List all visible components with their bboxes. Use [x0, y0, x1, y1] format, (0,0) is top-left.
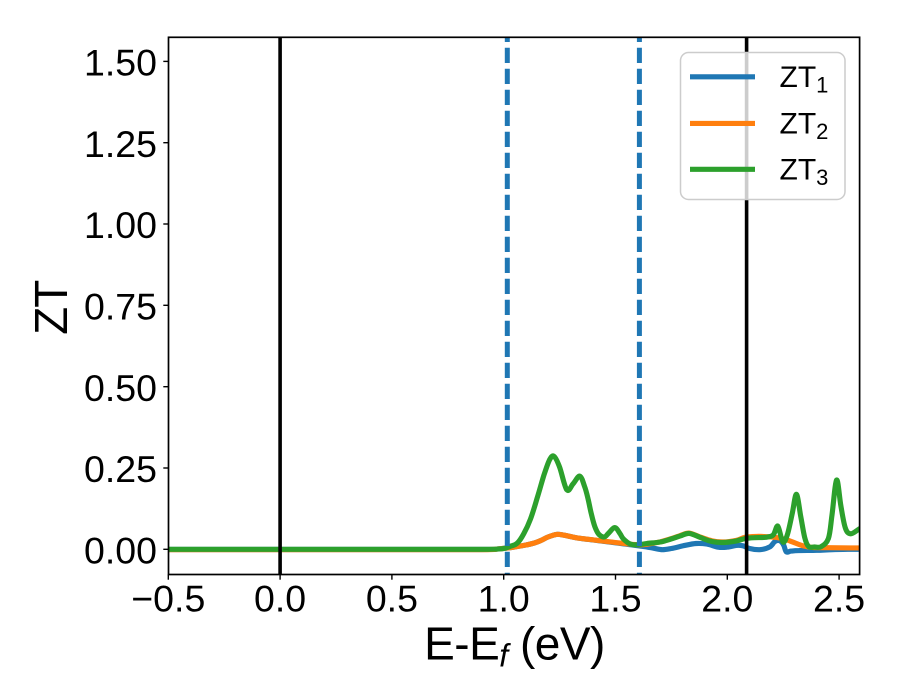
svg-text:1.0: 1.0	[478, 577, 530, 619]
svg-text:1.25: 1.25	[84, 123, 157, 165]
svg-text:0.0: 0.0	[254, 577, 306, 619]
svg-text:−0.5: −0.5	[131, 577, 205, 619]
svg-text:E-Ef (eV): E-Ef (eV)	[424, 618, 605, 674]
svg-text:2.5: 2.5	[813, 577, 865, 619]
svg-text:0.5: 0.5	[366, 577, 418, 619]
svg-text:1.00: 1.00	[84, 204, 157, 246]
svg-text:0.25: 0.25	[84, 448, 157, 490]
svg-text:ZT3: ZT3	[780, 154, 829, 191]
svg-text:0.50: 0.50	[84, 367, 157, 409]
svg-text:0.00: 0.00	[84, 530, 157, 572]
svg-text:2.0: 2.0	[701, 577, 753, 619]
svg-text:0.75: 0.75	[84, 286, 157, 328]
svg-text:ZT: ZT	[25, 280, 77, 335]
svg-text:1.5: 1.5	[589, 577, 641, 619]
svg-text:1.50: 1.50	[84, 42, 157, 84]
